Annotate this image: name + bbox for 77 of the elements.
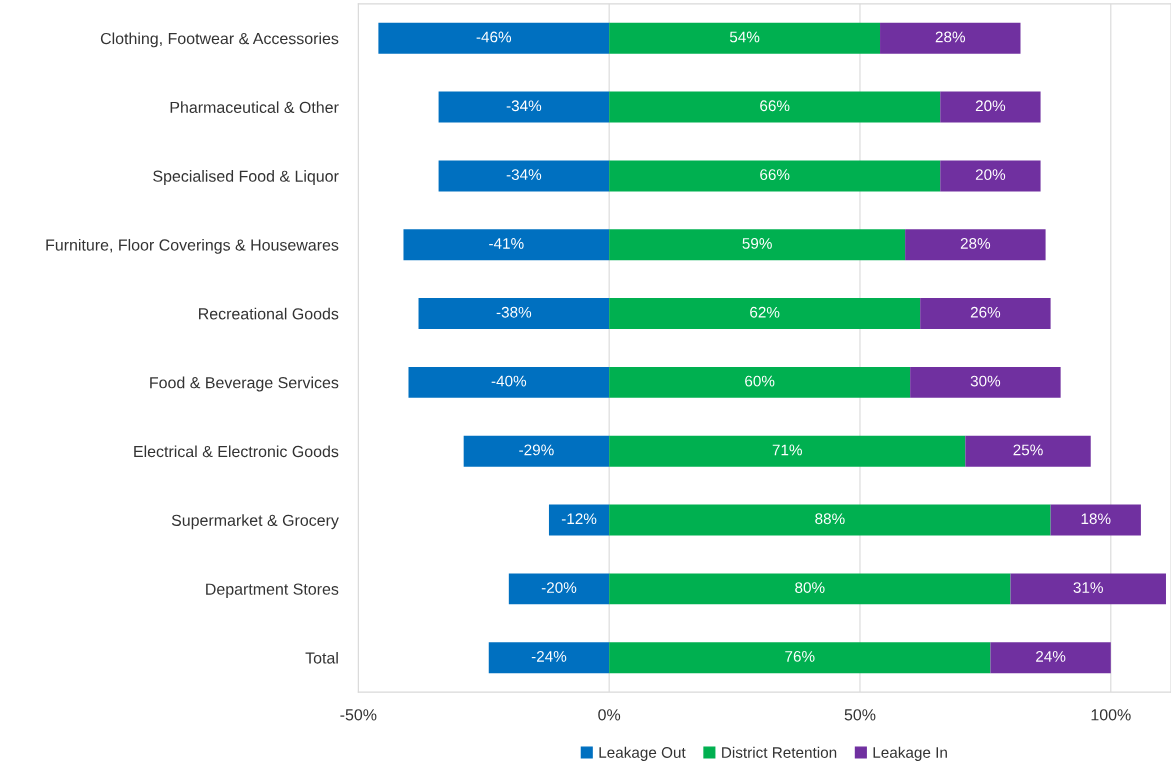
- bar: [1050, 504, 1141, 536]
- data-label: 60%: [745, 375, 775, 387]
- bar: [418, 298, 610, 330]
- data-label: 31%: [1073, 582, 1103, 593]
- data-label: -12%: [561, 513, 597, 525]
- data-label: 30%: [970, 375, 1001, 387]
- bar: [609, 160, 941, 192]
- bar: [378, 22, 610, 54]
- bar: [609, 229, 906, 261]
- bar: [548, 504, 610, 536]
- bar: [910, 366, 1061, 398]
- x-tick-label: 100%: [1091, 709, 1131, 721]
- data-label: -46%: [476, 31, 512, 43]
- legend-label: Leakage Out: [599, 746, 686, 761]
- data-label: 20%: [975, 169, 1006, 181]
- data-label: -34%: [506, 169, 542, 181]
- y-tick-label: Furniture, Floor Coverings & Housewares: [46, 238, 339, 254]
- data-label: -40%: [491, 375, 527, 387]
- bar: [488, 642, 610, 674]
- y-tick-label: Electrical & Electronic Goods: [134, 445, 339, 458]
- y-tick-label: Pharmaceutical & Other: [170, 101, 339, 114]
- bar: [905, 229, 1046, 261]
- y-tick-label: Total: [305, 651, 338, 664]
- y-tick-label: Supermarket & Grocery: [171, 514, 339, 530]
- bar: [940, 91, 1041, 123]
- data-label: 88%: [815, 513, 845, 525]
- x-tick-label: 50%: [844, 709, 876, 721]
- y-tick-label: Recreational Goods: [199, 307, 339, 320]
- bar: [609, 22, 881, 54]
- data-label: 28%: [935, 31, 966, 43]
- data-label: 80%: [795, 582, 825, 593]
- bar: [880, 22, 1021, 54]
- bar: [408, 366, 610, 398]
- bar: [920, 298, 1051, 330]
- data-label: 76%: [785, 650, 815, 662]
- bar: [438, 160, 610, 192]
- legend-label: Leakage In: [873, 746, 947, 761]
- data-label: 18%: [1081, 513, 1111, 525]
- bar: [609, 642, 991, 674]
- y-tick-label: Specialised Food & Liquor: [153, 170, 339, 186]
- data-label: 25%: [1013, 444, 1043, 456]
- data-label: 24%: [1036, 650, 1066, 662]
- data-label: 20%: [975, 100, 1006, 112]
- bar: [1010, 573, 1166, 605]
- data-label: -41%: [489, 238, 524, 249]
- bar: [609, 298, 921, 330]
- data-label: -38%: [496, 306, 532, 318]
- bar: [609, 504, 1051, 536]
- bar: [463, 435, 610, 467]
- data-label: -24%: [531, 650, 567, 662]
- bar: [438, 91, 610, 123]
- data-label: 28%: [960, 238, 991, 249]
- data-label: 59%: [742, 238, 772, 249]
- bar: [609, 573, 1011, 605]
- legend-label: District Retention: [722, 746, 837, 758]
- data-label: -29%: [519, 444, 554, 456]
- data-label: 66%: [760, 100, 790, 112]
- x-tick-label: 0%: [598, 709, 621, 721]
- data-label: 71%: [772, 444, 802, 456]
- bar: [940, 160, 1041, 192]
- bar: [403, 229, 610, 261]
- data-label: 66%: [760, 169, 790, 181]
- x-tick-label: -50%: [340, 709, 377, 721]
- bar: [508, 573, 610, 605]
- data-label: -34%: [506, 100, 542, 112]
- bar: [609, 366, 911, 398]
- data-label: 62%: [750, 306, 780, 318]
- y-tick-label: Department Stores: [206, 583, 339, 598]
- data-label: -20%: [541, 582, 577, 593]
- bar: [609, 435, 966, 467]
- y-tick-label: Food & Beverage Services: [150, 376, 339, 392]
- y-tick-label: Clothing, Footwear & Accessories: [100, 32, 339, 48]
- data-label: 26%: [970, 306, 1001, 318]
- data-label: 54%: [729, 31, 760, 43]
- bar: [990, 642, 1111, 674]
- bar: [609, 91, 941, 123]
- bar: [965, 435, 1091, 467]
